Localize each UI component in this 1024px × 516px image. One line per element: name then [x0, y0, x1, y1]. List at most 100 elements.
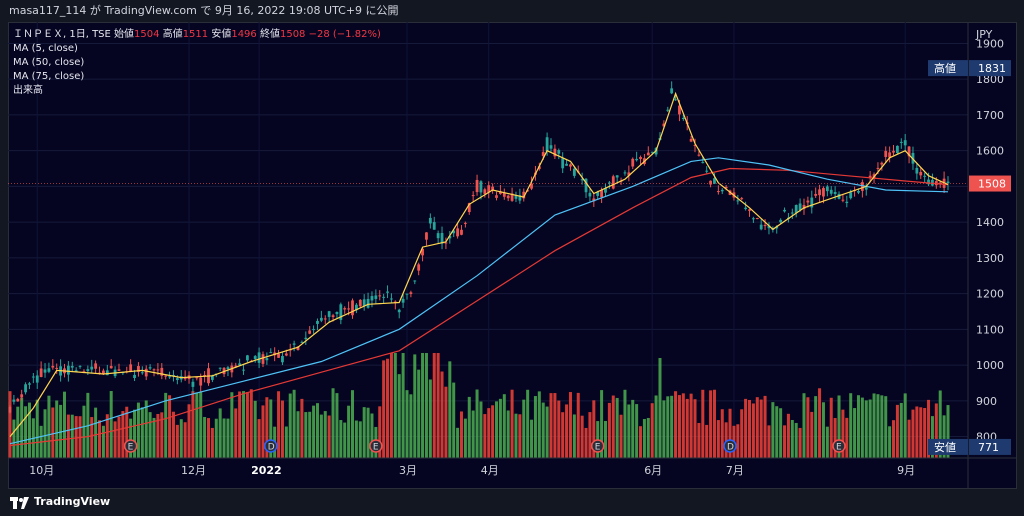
volume-bar [677, 395, 681, 458]
volume-bar [919, 407, 923, 458]
candle-body [783, 209, 786, 212]
volume-bar [304, 412, 308, 458]
price-tick-1600: 1600 [976, 145, 1004, 158]
volume-bar [763, 395, 767, 458]
volume-bar [144, 400, 148, 458]
volume-bar [308, 411, 312, 458]
volume-legend[interactable]: 出来高 [13, 85, 43, 96]
candle-body [903, 140, 907, 146]
volume-bar [845, 417, 849, 458]
candle-body [378, 295, 382, 297]
low-label-tag-text: 安値 [934, 440, 956, 454]
volume-bar [903, 393, 907, 458]
volume-bar [471, 410, 475, 458]
event-label: D [727, 443, 734, 453]
volume-bar [82, 405, 86, 458]
event-marker-E [832, 439, 846, 453]
volume-bar [685, 398, 689, 458]
volume-bar [775, 406, 779, 458]
last-price-text: 1508 [978, 178, 1006, 191]
volume-bar [417, 369, 421, 458]
volume-bar [277, 391, 281, 458]
candle-body [522, 191, 526, 199]
volume-bar [347, 405, 351, 458]
volume-bar [670, 395, 674, 458]
symbol-title[interactable]: ＩＮＰＥＸ, 1日, TSE [13, 29, 111, 40]
volume-bar [98, 420, 102, 458]
candle-body [884, 150, 888, 157]
volume-bar [133, 409, 137, 458]
volume-bar [249, 389, 253, 458]
time-tick: 7月 [726, 464, 744, 477]
volume-bar [265, 397, 269, 458]
volume-bar [923, 408, 927, 458]
ma50-legend[interactable]: MA (50, close) [13, 57, 85, 68]
volume-bar [744, 398, 748, 458]
candle-body [448, 236, 452, 239]
volume-bar [90, 417, 94, 458]
time-tick: 2022 [251, 464, 282, 477]
candle-body [117, 369, 121, 371]
volume-bars [8, 353, 950, 458]
volume-bar [269, 399, 273, 458]
price-tick-1400: 1400 [976, 216, 1004, 229]
candle-body [946, 181, 950, 184]
candle-body [775, 226, 779, 229]
volume-bar [639, 426, 643, 458]
candle-body [751, 218, 755, 220]
candle-body [592, 198, 596, 202]
volume-bar [654, 395, 658, 458]
candle-body [195, 377, 199, 379]
close-label: 終値 [259, 29, 280, 40]
volume-bar [841, 409, 845, 458]
volume-bar [168, 395, 172, 458]
volume-bar [681, 393, 685, 458]
volume-bar [117, 416, 121, 458]
volume-bar [459, 411, 463, 458]
ma5-legend[interactable]: MA (5, close) [13, 43, 78, 54]
volume-bar [222, 418, 226, 458]
volume-bar [825, 426, 829, 458]
candle-body [226, 367, 230, 370]
tradingview-brand[interactable]: TradingView [34, 495, 111, 508]
volume-bar [623, 389, 627, 458]
volume-bar [327, 415, 331, 458]
candle-body [425, 232, 428, 240]
low-label: 安値 [211, 29, 232, 40]
volume-bar [171, 411, 175, 458]
volume-bar [245, 391, 249, 458]
price-tick-1300: 1300 [976, 252, 1004, 265]
candle-body [709, 180, 712, 185]
volume-bar [35, 399, 39, 458]
volume-bar [456, 427, 460, 458]
candle-body [440, 233, 444, 244]
ma5-line [9, 91, 949, 437]
candle-body [923, 175, 927, 177]
volume-bar [518, 414, 522, 458]
low-label-value-text: 771 [978, 441, 999, 454]
volume-bar [720, 409, 724, 458]
candle-body [316, 320, 319, 324]
volume-bar [475, 389, 479, 458]
candle-body [915, 167, 919, 174]
candle-body [825, 186, 829, 192]
volume-bar [70, 414, 74, 458]
candle-body [537, 166, 541, 170]
candle-body [833, 191, 837, 195]
candle-body [907, 146, 911, 157]
tradingview-logo-icon[interactable] [10, 497, 32, 509]
candle-body [607, 182, 611, 184]
candle-body [105, 370, 109, 376]
candle-body [382, 296, 386, 298]
candle-body [218, 367, 222, 369]
ma75-legend[interactable]: MA (75, close) [13, 71, 85, 82]
candle-body [94, 363, 98, 369]
volume-bar [66, 414, 70, 458]
volume-bar [27, 402, 31, 458]
candle-body [646, 152, 650, 156]
volume-bar [631, 399, 635, 458]
price-tick-1700: 1700 [976, 109, 1004, 122]
volume-bar [833, 418, 837, 458]
